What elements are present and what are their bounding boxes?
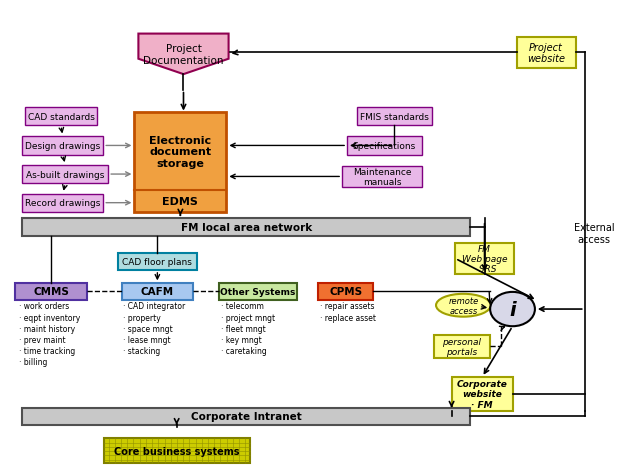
Bar: [434, 335, 490, 358]
Text: · work orders
· eqpt inventory
· maint history
· prev maint
· time tracking
· bi: · work orders · eqpt inventory · maint h…: [19, 302, 80, 366]
Circle shape: [490, 292, 535, 327]
Bar: [22, 194, 103, 212]
Bar: [22, 137, 103, 155]
Bar: [22, 408, 470, 425]
Text: Corporate Intranet: Corporate Intranet: [191, 412, 302, 421]
Text: Core business systems: Core business systems: [114, 446, 239, 456]
Bar: [219, 284, 297, 300]
Bar: [22, 166, 108, 184]
Bar: [455, 244, 514, 274]
Text: · CAD integrator
· property
· space mngt
· lease mngt
· stacking: · CAD integrator · property · space mngt…: [123, 302, 185, 355]
Bar: [357, 108, 432, 126]
Text: CMMS: CMMS: [33, 287, 69, 297]
Text: CPMS: CPMS: [329, 287, 363, 297]
Bar: [318, 284, 373, 300]
Bar: [25, 108, 97, 126]
Text: Project
website: Project website: [527, 42, 565, 64]
Text: CAD standards: CAD standards: [27, 113, 95, 121]
Text: External
access: External access: [573, 222, 615, 244]
Bar: [103, 438, 249, 463]
Text: CAD floor plans: CAD floor plans: [123, 258, 192, 266]
Text: remote
access: remote access: [448, 296, 478, 315]
Text: i: i: [509, 300, 516, 319]
Text: Other Systems: Other Systems: [220, 288, 296, 296]
Text: Corporate
website
· FM: Corporate website · FM: [457, 379, 508, 409]
Ellipse shape: [436, 294, 491, 317]
Text: · repair assets
· replace asset: · repair assets · replace asset: [320, 302, 376, 322]
Polygon shape: [138, 35, 229, 75]
Text: Project
Documentation: Project Documentation: [143, 44, 224, 66]
Bar: [347, 137, 422, 155]
Bar: [452, 377, 513, 411]
Text: Electronic
document
storage: Electronic document storage: [149, 135, 211, 169]
Bar: [22, 219, 470, 236]
Text: personal
portals: personal portals: [442, 337, 481, 356]
Text: Specifications: Specifications: [353, 142, 416, 150]
Text: EDMS: EDMS: [162, 197, 198, 207]
Text: FM
Web page
· SRS: FM Web page · SRS: [462, 244, 508, 274]
Text: Maintenance
manuals: Maintenance manuals: [353, 168, 411, 187]
Text: As-built drawings: As-built drawings: [26, 170, 104, 179]
Text: FM local area network: FM local area network: [180, 223, 312, 232]
Text: FMIS standards: FMIS standards: [360, 113, 429, 121]
Text: Design drawings: Design drawings: [26, 142, 100, 150]
Bar: [15, 284, 87, 300]
Bar: [342, 166, 422, 188]
Bar: [516, 38, 576, 69]
Bar: [134, 113, 226, 213]
Text: Record drawings: Record drawings: [25, 199, 101, 208]
Bar: [122, 284, 193, 300]
Bar: [118, 253, 197, 270]
Text: CAFM: CAFM: [141, 287, 174, 297]
Text: · telecomm
· project mngt
· fleet mngt
· key mngt
· caretaking: · telecomm · project mngt · fleet mngt ·…: [221, 302, 275, 355]
